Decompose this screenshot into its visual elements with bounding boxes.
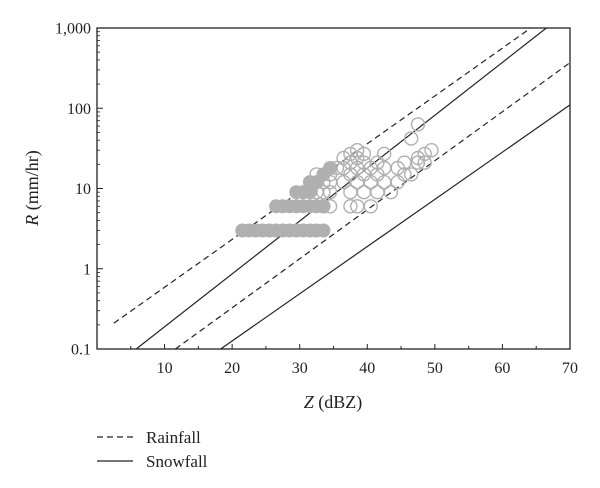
x-axis-variable: Z (304, 392, 315, 412)
y-tick-label-0.1: 0.1 (71, 342, 91, 359)
y-tick-label-100: 100 (67, 101, 91, 118)
hollow-point-11 (343, 199, 358, 214)
x-tick-label-30: 30 (292, 360, 308, 377)
hollow-point-17 (383, 184, 399, 200)
x-tick-label-20: 20 (224, 360, 240, 377)
data-points (235, 117, 439, 238)
y-tick-label-10: 10 (75, 181, 91, 198)
x-axis-unit: (dBZ) (314, 392, 363, 413)
y-tick-label-1: 1 (83, 261, 91, 278)
hollow-point-43 (356, 146, 372, 162)
x-tick-label-40: 40 (359, 360, 375, 377)
hollow-point-4 (316, 184, 331, 200)
hollow-point-48 (404, 131, 419, 146)
y-axis-unit: (mm/hr) (22, 150, 43, 215)
x-tick-label-10: 10 (157, 360, 173, 377)
legend: Rainfall Snowfall (97, 428, 208, 471)
hollow-point-45 (417, 146, 432, 162)
hollow-point-1 (316, 199, 331, 214)
x-tick-label-70: 70 (562, 360, 578, 377)
legend-snowfall-label: Snowfall (146, 452, 208, 471)
x-tick-label-60: 60 (494, 360, 510, 377)
legend-rainfall-label: Rainfall (146, 428, 201, 447)
x-tick-label-50: 50 (427, 360, 443, 377)
snowfall-line-4 (220, 104, 570, 349)
hollow-point-2 (322, 199, 338, 214)
y-tick-label-1,000: 1,000 (55, 21, 91, 38)
filled-point-13 (316, 223, 331, 238)
hollow-point-5 (322, 184, 338, 200)
hollow-point-47 (424, 142, 439, 158)
x-axis-label: Z (dBZ) (304, 392, 363, 413)
y-axis: 0.1 1 10 100 1,000 (55, 21, 103, 359)
hollow-point-13 (363, 199, 378, 214)
hollow-point-10 (329, 160, 345, 176)
y-axis-label: R (mm/hr) (22, 150, 43, 227)
rainfall-line-2 (175, 62, 570, 349)
y-axis-variable: R (22, 215, 42, 227)
hollow-point-27 (404, 167, 419, 182)
x-axis: 10 20 30 40 50 60 70 (130, 344, 578, 377)
hollow-point-46 (350, 142, 365, 158)
hollow-point-44 (377, 146, 392, 162)
hollow-point-49 (410, 117, 426, 132)
